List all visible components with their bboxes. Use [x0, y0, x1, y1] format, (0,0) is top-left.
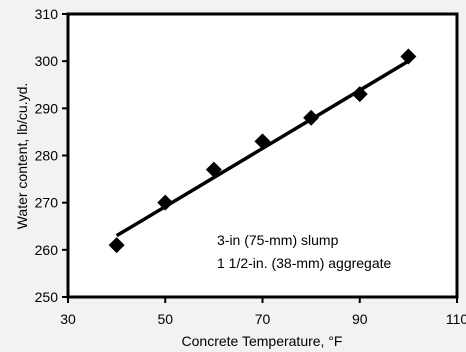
y-tick-label: 310 [35, 6, 59, 22]
annotation-line-1: 3-in (75-mm) slump [217, 232, 339, 248]
y-axis-label: Water content, lb/cu.yd. [14, 83, 30, 230]
x-tick-label: 50 [157, 311, 173, 327]
y-tick-label: 290 [35, 100, 59, 116]
y-tick-label: 270 [35, 195, 59, 211]
y-tick-label: 280 [35, 148, 59, 164]
plot-area [66, 12, 459, 299]
annotation-line-2: 1 1/2-in. (38-mm) aggregate [217, 255, 392, 271]
x-tick-label: 30 [60, 311, 76, 327]
y-tick-label: 300 [35, 53, 59, 69]
data-points [108, 48, 417, 254]
data-point [108, 237, 125, 254]
data-point [351, 86, 368, 103]
y-tick-label: 260 [35, 242, 59, 258]
data-point [157, 194, 174, 211]
x-tick-label: 70 [255, 311, 271, 327]
x-tick-label: 110 [446, 311, 466, 327]
data-point [400, 48, 417, 65]
data-point [303, 109, 320, 126]
x-axis-label: Concrete Temperature, °F [182, 333, 343, 349]
x-tick-label: 90 [352, 311, 368, 327]
y-tick-label: 250 [35, 289, 59, 305]
data-point [254, 133, 271, 150]
y-axis-ticks: 250 260 270 280 290 300 310 [35, 6, 68, 305]
x-axis-ticks: 30 50 70 90 110 [60, 297, 466, 327]
data-point [205, 161, 222, 178]
